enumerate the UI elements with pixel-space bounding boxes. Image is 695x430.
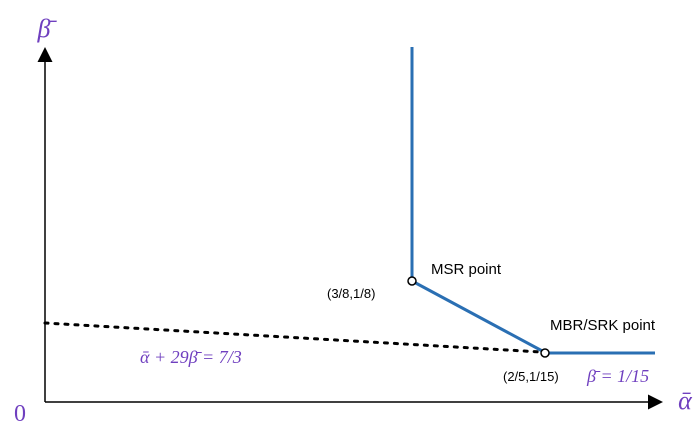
- mbr-point-label: MBR/SRK point: [550, 317, 656, 334]
- msr-point-label: MSR point: [431, 261, 502, 278]
- origin-label: 0: [14, 401, 26, 425]
- dashed-line-equation: ᾱ + 29β̄ = 7/3: [140, 347, 242, 367]
- dashed-line: [43, 321, 543, 354]
- msr-coord-label: (3/8,1/8): [327, 286, 375, 301]
- mbr-point-marker: [540, 348, 550, 358]
- msr-point-marker: [407, 276, 417, 286]
- tradeoff-curve: [410, 47, 655, 355]
- y-axis-label: β̄: [37, 14, 58, 43]
- horizontal-line-equation: β̄ = 1/15: [586, 366, 649, 386]
- mbr-coord-label: (2/5,1/15): [503, 369, 559, 384]
- x-axis-label: ᾱ: [678, 386, 693, 415]
